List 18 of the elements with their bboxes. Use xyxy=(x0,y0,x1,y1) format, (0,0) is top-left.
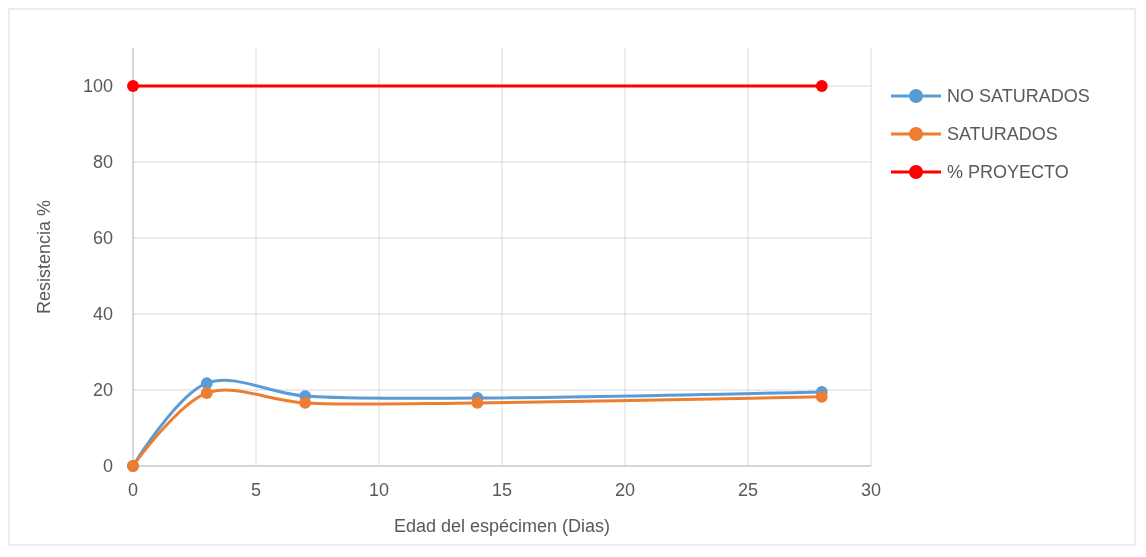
x-tick-label: 30 xyxy=(860,480,882,500)
y-tick-label: 60 xyxy=(92,228,113,249)
y-tick-label: 40 xyxy=(92,304,113,325)
y-tick-label: 0 xyxy=(102,456,113,477)
x-tick-label: 0 xyxy=(127,480,139,500)
legend-label: NO SATURADOS xyxy=(947,86,1090,107)
x-tick-label: 20 xyxy=(614,480,636,500)
x-tick-label: 25 xyxy=(737,480,759,500)
legend-label: SATURADOS xyxy=(947,124,1058,145)
x-tick-label: 5 xyxy=(250,480,262,500)
y-axis-title: Resistencia % xyxy=(34,199,54,315)
y-tick-label: 80 xyxy=(92,152,113,173)
x-tick-label: 10 xyxy=(368,480,390,500)
y-tick-label: 100 xyxy=(82,76,113,97)
y-tick-label: 20 xyxy=(92,380,113,401)
x-axis-title: Edad del espécimen (Dias) xyxy=(393,516,611,536)
legend-label: % PROYECTO xyxy=(947,162,1069,183)
x-tick-label: 15 xyxy=(491,480,513,500)
